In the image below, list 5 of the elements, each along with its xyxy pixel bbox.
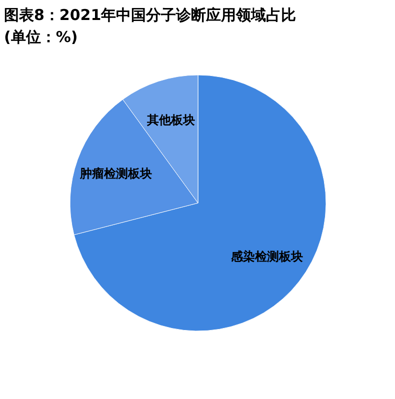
slice-label: 其他板块	[146, 113, 196, 128]
chart-title: 图表8：2021年中国分子诊断应用领域占比(单位：%)	[4, 5, 298, 48]
slice-label: 感染检测板块	[230, 249, 303, 264]
slice-label: 肿瘤检测板块	[79, 166, 152, 181]
pie-slice	[74, 74, 326, 332]
